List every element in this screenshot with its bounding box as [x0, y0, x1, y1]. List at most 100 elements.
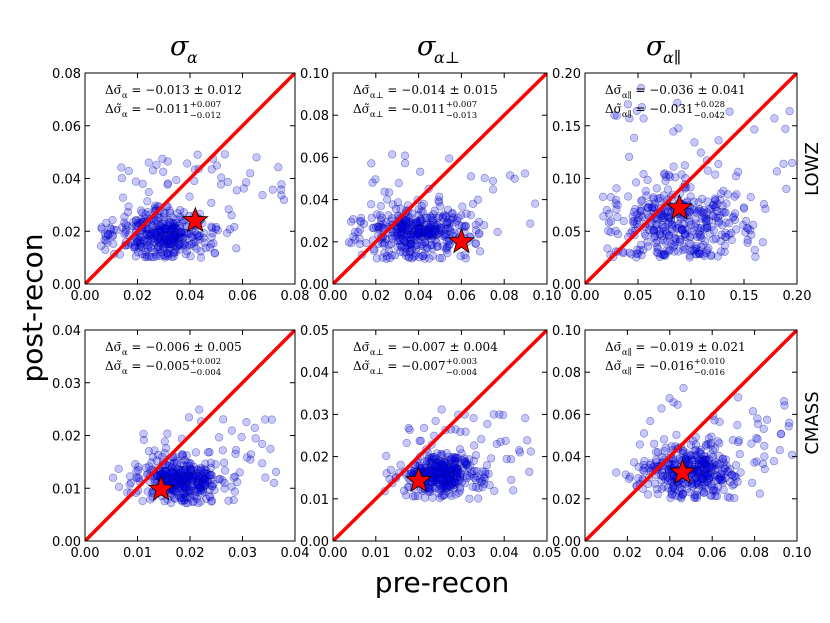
scatter-point	[412, 240, 421, 249]
scatter-point	[706, 450, 716, 459]
scatter-point	[426, 220, 435, 230]
scatter-point	[205, 485, 214, 495]
scatter-point	[704, 244, 713, 253]
scatter-point	[173, 473, 183, 482]
scatter-point	[428, 244, 437, 253]
scatter-point	[167, 498, 176, 508]
scatter-point	[186, 466, 195, 475]
scatter-point	[428, 473, 438, 483]
scatter-point	[694, 461, 704, 470]
scatter-point	[189, 474, 198, 483]
scatter-point	[715, 439, 724, 448]
scatter-point	[663, 207, 673, 216]
scatter-point	[659, 211, 668, 221]
scatter-point	[435, 457, 444, 466]
scatter-point	[197, 465, 206, 474]
scatter-point	[444, 468, 453, 477]
scatter-point	[705, 204, 714, 213]
scatter-point	[693, 476, 703, 485]
scatter-point	[684, 239, 693, 248]
scatter-point	[444, 466, 453, 475]
scatter-point	[404, 213, 414, 222]
scatter-point	[702, 248, 711, 257]
scatter-point	[433, 475, 442, 485]
scatter-point	[424, 230, 434, 239]
scatter-point	[187, 466, 196, 476]
identity-line	[333, 330, 547, 541]
scatter-point	[523, 436, 532, 445]
scatter-point	[180, 496, 189, 505]
scatter-point	[185, 485, 194, 494]
scatter-point	[682, 452, 691, 461]
scatter-point	[182, 494, 191, 503]
annotation-mean: Δσ̄α = −0.006 ± 0.005	[105, 340, 242, 358]
scatter-point	[171, 231, 180, 240]
scatter-point	[176, 224, 185, 233]
scatter-point	[130, 243, 139, 252]
scatter-point	[160, 223, 169, 232]
scatter-point	[401, 159, 410, 168]
scatter-point	[153, 220, 162, 229]
scatter-point	[133, 248, 143, 257]
scatter-point	[199, 229, 209, 238]
scatter-point	[101, 232, 111, 241]
scatter-point	[188, 476, 197, 485]
scatter-point	[613, 213, 622, 222]
scatter-point	[158, 221, 167, 231]
scatter-point	[170, 237, 179, 247]
scatter-point	[258, 191, 267, 200]
scatter-points	[598, 83, 797, 262]
scatter-point	[407, 466, 416, 476]
scatter-point	[719, 458, 728, 467]
scatter-point	[347, 217, 356, 226]
scatter-point	[428, 213, 437, 222]
scatter-point	[397, 242, 406, 251]
scatter-point	[393, 236, 403, 246]
scatter-point	[470, 467, 479, 476]
scatter-point	[227, 482, 236, 491]
scatter-point	[175, 468, 184, 477]
scatter-point	[650, 439, 659, 448]
scatter-point	[377, 213, 386, 222]
scatter-point	[665, 172, 675, 181]
scatter-point	[423, 227, 432, 236]
scatter-point	[136, 241, 145, 250]
scatter-point	[425, 223, 434, 232]
scatter-point	[417, 228, 427, 237]
scatter-point	[425, 230, 434, 239]
scatter-point	[630, 219, 639, 228]
scatter-point	[165, 208, 175, 218]
scatter-point	[713, 483, 723, 492]
scatter-point	[191, 237, 200, 246]
scatter-point	[130, 241, 139, 250]
scatter-point	[406, 246, 415, 256]
scatter-point	[435, 485, 444, 494]
scatter-point	[197, 484, 206, 493]
scatter-point	[691, 473, 700, 483]
scatter-point	[190, 486, 199, 496]
scatter-point	[349, 232, 358, 241]
scatter-point	[167, 489, 176, 498]
scatter-point	[440, 458, 449, 467]
scatter-point	[686, 183, 695, 192]
scatter-point	[651, 455, 661, 464]
scatter-point	[447, 467, 456, 477]
y-tick-label: 0.00	[552, 535, 581, 550]
scatter-point	[436, 467, 445, 476]
scatter-point	[194, 474, 203, 483]
scatter-point	[174, 231, 184, 240]
scatter-point	[416, 216, 425, 226]
scatter-point	[692, 208, 701, 217]
scatter-point	[179, 493, 188, 502]
scatter-point	[658, 452, 667, 461]
scatter-point	[192, 244, 201, 253]
scatter-point	[688, 227, 697, 236]
scatter-point	[417, 207, 426, 216]
scatter-point	[179, 239, 188, 248]
scatter-point	[691, 244, 700, 253]
scatter-point	[475, 474, 484, 483]
scatter-point	[183, 468, 192, 477]
scatter-point	[199, 476, 208, 485]
scatter-point	[485, 481, 494, 490]
scatter-point	[402, 243, 411, 252]
